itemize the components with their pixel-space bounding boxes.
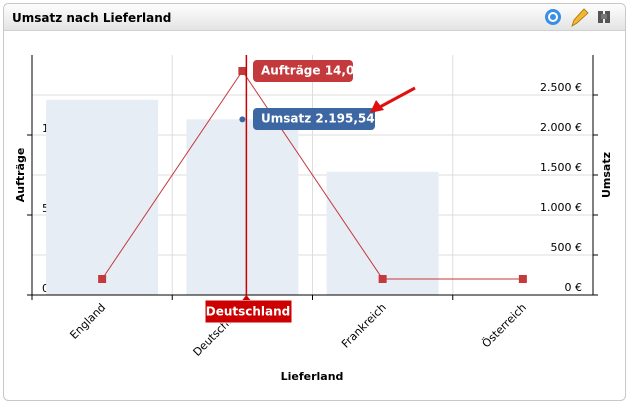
- crosshair-caret: [242, 295, 251, 300]
- line: [101, 70, 523, 280]
- point: [98, 275, 107, 283]
- y2-tick-label: 500 €: [551, 241, 583, 254]
- tooltip-bg: [253, 60, 353, 82]
- hover-marker: [239, 116, 246, 123]
- y2-tick-label: 0 €: [565, 281, 583, 294]
- tooltip: Aufträge 14,00: [261, 64, 363, 78]
- point: [518, 275, 527, 283]
- point: [378, 275, 387, 283]
- point: [238, 67, 247, 75]
- settings-icon[interactable]: [598, 11, 610, 23]
- y2-tick-label: 1.000 €: [540, 201, 582, 214]
- refresh-icon[interactable]: [545, 9, 561, 25]
- panel-title: Umsatz nach Lieferland: [12, 11, 171, 25]
- panel-header: [4, 4, 625, 30]
- y2-tick-label: 2.500 €: [540, 81, 582, 94]
- plot: 0 €500 €1.000 €1.500 €2.000 €2.500 €0510…: [14, 55, 613, 383]
- bar: [326, 171, 439, 295]
- edit-icon[interactable]: [571, 8, 589, 27]
- x-axis-title: Lieferland: [281, 370, 344, 383]
- bar: [46, 99, 159, 295]
- crosshair-label: Deutschland: [206, 305, 291, 319]
- y2-tick-label: 1.500 €: [540, 161, 582, 174]
- tooltip: Umsatz 2.195,54 €: [261, 112, 387, 126]
- bar: [186, 119, 299, 295]
- annotation-arrow: [377, 86, 416, 110]
- annotation-arrowhead: [370, 100, 384, 113]
- y2-tick-label: 2.000 €: [540, 121, 582, 134]
- y-tick-label: 0: [42, 282, 49, 295]
- y2-axis-title: Umsatz: [600, 152, 613, 198]
- tooltip-bg: [253, 108, 375, 130]
- y-tick-label: 5: [42, 202, 49, 215]
- y-axis-title: Aufträge: [14, 148, 27, 203]
